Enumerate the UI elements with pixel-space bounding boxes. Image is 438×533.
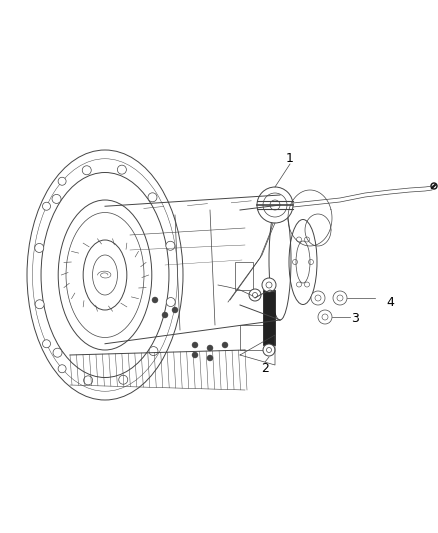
Text: 4: 4 <box>386 295 394 309</box>
Circle shape <box>82 166 91 175</box>
Bar <box>235 262 253 290</box>
Circle shape <box>249 289 261 301</box>
Circle shape <box>42 202 50 210</box>
Circle shape <box>35 300 44 309</box>
Circle shape <box>84 376 92 385</box>
Circle shape <box>119 375 128 384</box>
Text: 1: 1 <box>286 151 294 165</box>
Circle shape <box>262 278 276 292</box>
Bar <box>263 290 275 345</box>
Ellipse shape <box>257 187 293 223</box>
Circle shape <box>222 342 228 348</box>
Circle shape <box>149 346 158 356</box>
Circle shape <box>166 241 175 251</box>
Text: 2: 2 <box>261 361 269 375</box>
Circle shape <box>192 352 198 358</box>
Circle shape <box>152 297 158 303</box>
Circle shape <box>58 177 66 185</box>
Circle shape <box>172 307 178 313</box>
Text: 3: 3 <box>351 311 359 325</box>
Circle shape <box>58 365 66 373</box>
Circle shape <box>207 345 213 351</box>
Circle shape <box>42 340 50 348</box>
Circle shape <box>53 348 62 357</box>
Circle shape <box>162 312 168 318</box>
Circle shape <box>311 291 325 305</box>
Circle shape <box>431 183 437 189</box>
Circle shape <box>207 355 213 361</box>
Circle shape <box>192 342 198 348</box>
Circle shape <box>148 193 157 202</box>
Circle shape <box>263 344 275 356</box>
Circle shape <box>333 291 347 305</box>
Circle shape <box>318 310 332 324</box>
Circle shape <box>52 195 61 204</box>
Circle shape <box>117 165 127 174</box>
Circle shape <box>166 297 175 306</box>
Bar <box>240 325 270 350</box>
Circle shape <box>35 244 44 253</box>
